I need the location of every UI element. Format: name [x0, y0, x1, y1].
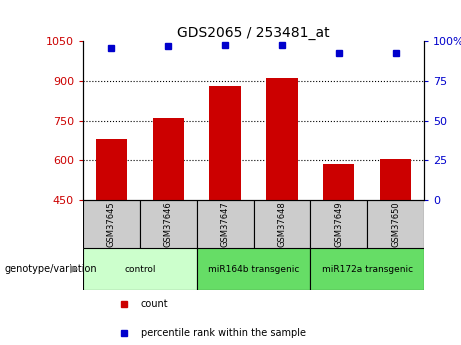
Bar [310, 200, 367, 248]
Bar [254, 200, 310, 248]
Bar [197, 248, 310, 290]
Text: miR164b transgenic: miR164b transgenic [208, 265, 299, 274]
Bar [83, 248, 197, 290]
Text: GSM37648: GSM37648 [278, 201, 286, 247]
Bar [140, 200, 197, 248]
Bar [310, 248, 424, 290]
Text: GSM37649: GSM37649 [334, 201, 343, 247]
Bar [153, 118, 184, 200]
Bar [209, 86, 241, 200]
Bar [197, 200, 254, 248]
Text: GSM37650: GSM37650 [391, 201, 400, 247]
Title: GDS2065 / 253481_at: GDS2065 / 253481_at [177, 26, 330, 40]
Text: miR172a transgenic: miR172a transgenic [322, 265, 413, 274]
Bar [323, 164, 355, 200]
Bar [83, 200, 140, 248]
Text: GSM37647: GSM37647 [221, 201, 230, 247]
Text: count: count [141, 299, 169, 309]
Text: ▶: ▶ [70, 264, 78, 274]
Bar [96, 139, 127, 200]
Text: GSM37645: GSM37645 [107, 201, 116, 247]
Text: percentile rank within the sample: percentile rank within the sample [141, 328, 306, 338]
Bar [266, 78, 298, 200]
Bar [380, 159, 411, 200]
Bar [367, 200, 424, 248]
Text: GSM37646: GSM37646 [164, 201, 173, 247]
Text: genotype/variation: genotype/variation [5, 264, 97, 274]
Text: control: control [124, 265, 155, 274]
